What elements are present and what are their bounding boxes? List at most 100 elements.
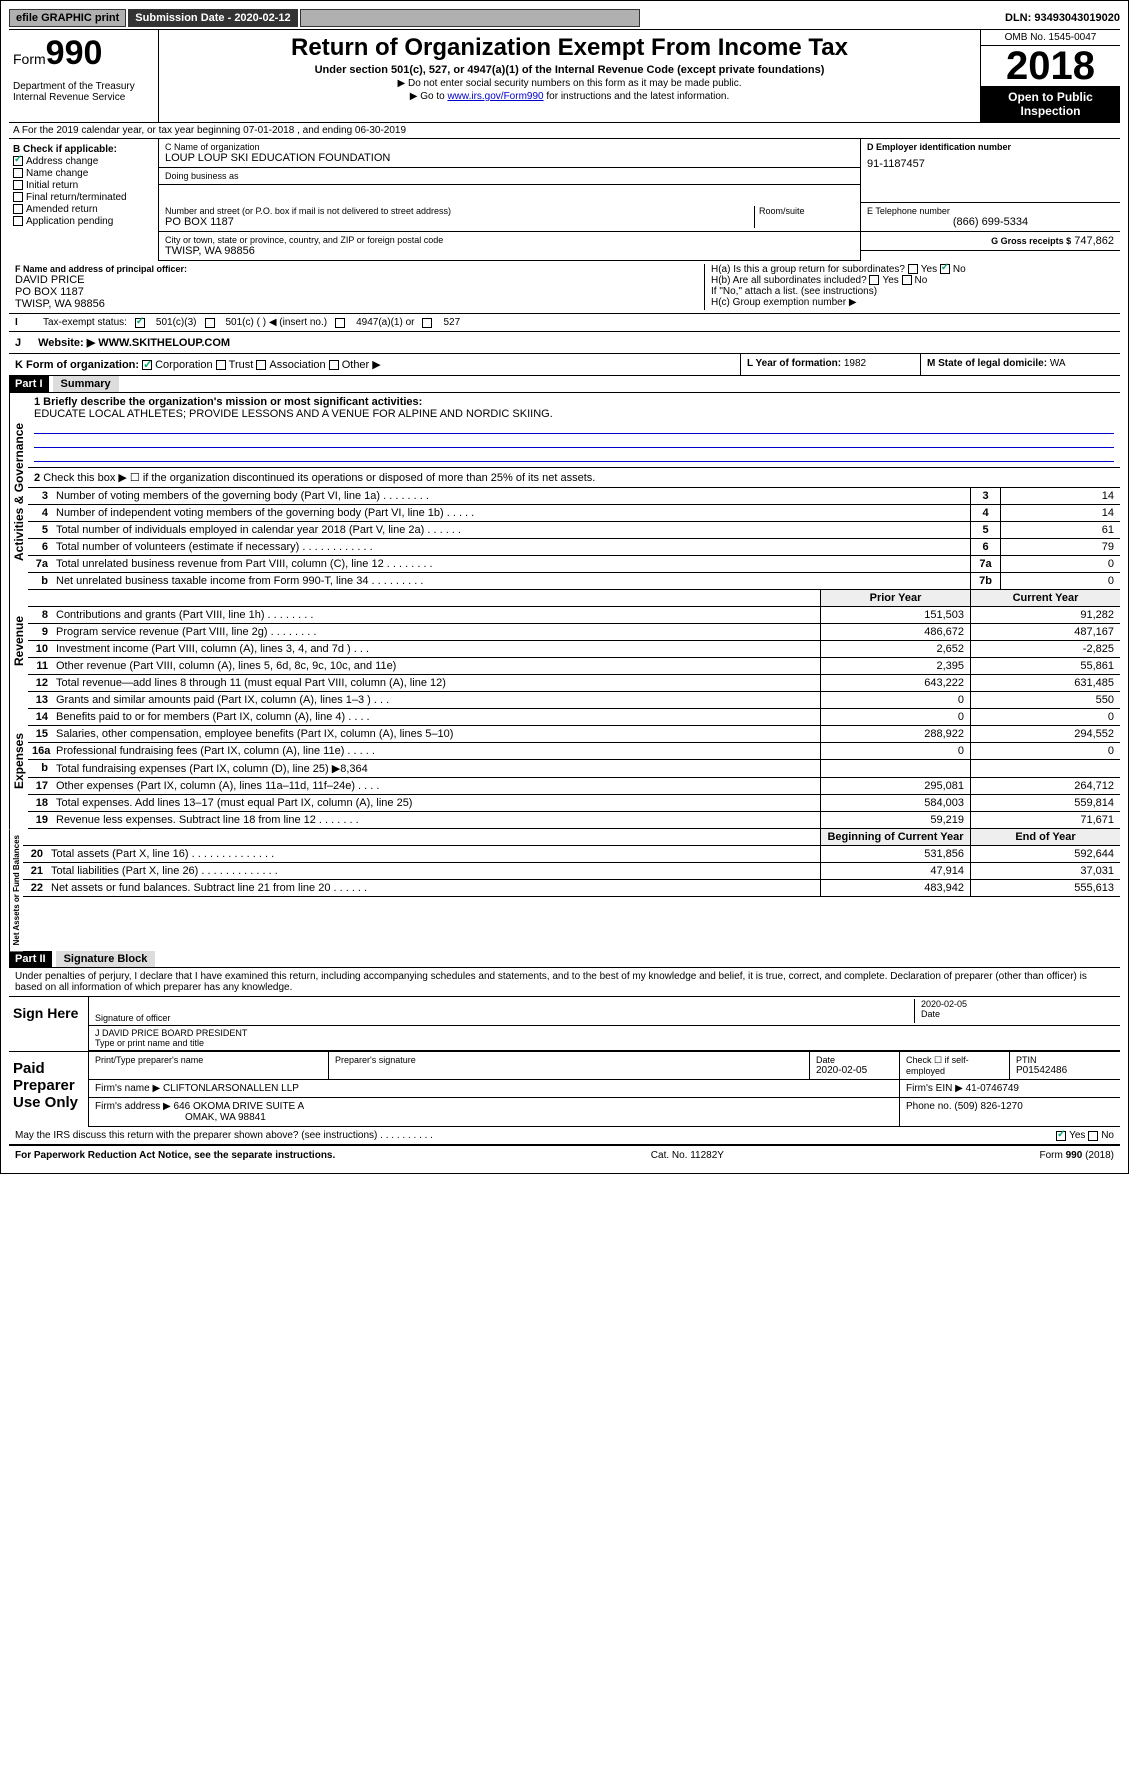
hb-yes-check[interactable] [869, 275, 879, 285]
name-type-label: Type or print name and title [95, 1038, 204, 1048]
dba-block: Doing business as [159, 168, 860, 185]
name-change-check[interactable] [13, 168, 23, 178]
tab-governance: Activities & Governance [9, 393, 28, 590]
net-row: 20Total assets (Part X, line 16) . . . .… [23, 846, 1120, 863]
street-value: PO BOX 1187 [165, 216, 754, 228]
expense-row: 17Other expenses (Part IX, column (A), l… [28, 778, 1120, 795]
note-link: ▶ Go to www.irs.gov/Form990 for instruct… [163, 91, 976, 102]
city-label: City or town, state or province, country… [165, 235, 854, 245]
sign-here-row: Sign Here Signature of officer 2020-02-0… [9, 997, 1120, 1051]
line2: 2 Check this box ▶ ☐ if the organization… [28, 468, 1120, 488]
website-value: WWW.SKITHELOUP.COM [98, 337, 230, 349]
prep-date-label: Date [816, 1055, 893, 1065]
firm-name-label: Firm's name ▶ [95, 1083, 160, 1094]
col-header-row: Prior Year Current Year [28, 590, 1120, 607]
summary-row: bNet unrelated business taxable income f… [28, 573, 1120, 590]
street-label: Number and street (or P.O. box if mail i… [165, 206, 754, 216]
expense-row: 18Total expenses. Add lines 13–17 (must … [28, 795, 1120, 812]
expense-row: 14Benefits paid to or for members (Part … [28, 709, 1120, 726]
discuss-question: May the IRS discuss this return with the… [15, 1130, 1056, 1141]
gross-label: G Gross receipts $ [991, 236, 1071, 246]
paid-label: Paid Preparer Use Only [9, 1052, 89, 1127]
addr-change-check[interactable] [13, 156, 23, 166]
hc-row: H(c) Group exemption number ▶ [711, 297, 1114, 308]
firm-addr-label: Firm's address ▶ [95, 1101, 171, 1112]
expense-row: bTotal fundraising expenses (Part IX, co… [28, 760, 1120, 778]
ein-block: D Employer identification number 91-1187… [861, 139, 1120, 203]
amended-check[interactable] [13, 204, 23, 214]
submission-date-button[interactable]: Submission Date - 2020-02-12 [128, 9, 297, 27]
part1-header: Part I Summary [9, 376, 1120, 393]
summary-row: 6Total number of volunteers (estimate if… [28, 539, 1120, 556]
revenue-section: Revenue Prior Year Current Year 8Contrib… [9, 590, 1120, 692]
discuss-yes-check[interactable] [1056, 1131, 1066, 1141]
dept-text: Department of the Treasury Internal Reve… [13, 81, 154, 103]
discuss-no-check[interactable] [1088, 1131, 1098, 1141]
gross-block: G Gross receipts $ 747,862 [861, 232, 1120, 251]
room-label: Room/suite [759, 206, 854, 216]
row-k: K Form of organization: Corporation Trus… [9, 354, 1120, 376]
assoc-check[interactable] [256, 360, 266, 370]
net-section: Net Assets or Fund Balances Beginning of… [9, 829, 1120, 951]
state-domicile: WA [1050, 358, 1066, 369]
summary-body: Activities & Governance 1 Briefly descri… [9, 393, 1120, 590]
sig-date-value: 2020-02-05 [921, 999, 1114, 1009]
row-i: I Tax-exempt status: 501(c)(3) 501(c) ( … [9, 314, 1120, 332]
501c3-check[interactable] [135, 318, 145, 328]
expense-row: 13Grants and similar amounts paid (Part … [28, 692, 1120, 709]
amended-label: Amended return [26, 204, 98, 215]
firm-ein-value: 41-0746749 [966, 1083, 1019, 1094]
form-org-label: K Form of organization: [15, 359, 139, 371]
firm-city-value: OMAK, WA 98841 [185, 1112, 266, 1123]
part1-title: Summary [53, 376, 119, 392]
top-bar: efile GRAPHIC print Submission Date - 20… [9, 9, 1120, 30]
revenue-row: 10Investment income (Part VIII, column (… [28, 641, 1120, 658]
officer-row: F Name and address of principal officer:… [9, 261, 1120, 314]
final-check[interactable] [13, 192, 23, 202]
ptin-value: P01542486 [1016, 1065, 1114, 1076]
sig-date-label: Date [921, 1009, 940, 1019]
527-check[interactable] [422, 318, 432, 328]
sign-here-label: Sign Here [9, 997, 89, 1051]
pending-check[interactable] [13, 216, 23, 226]
dba-label: Doing business as [165, 171, 854, 181]
discuss-row: May the IRS discuss this return with the… [9, 1127, 1120, 1145]
ha-no-check[interactable] [940, 264, 950, 274]
form-header: Form990 Department of the Treasury Inter… [9, 30, 1120, 123]
ein-value: 91-1187457 [867, 158, 1114, 170]
efile-button[interactable]: efile GRAPHIC print [9, 9, 126, 27]
initial-check[interactable] [13, 180, 23, 190]
beg-year-hdr: Beginning of Current Year [820, 829, 970, 845]
firm-name-value: CLIFTONLARSONALLEN LLP [163, 1083, 299, 1094]
tab-expenses: Expenses [9, 692, 28, 829]
officer-addr2: TWISP, WA 98856 [15, 298, 704, 310]
self-emp-label: Check ☐ if self-employed [906, 1055, 1003, 1076]
irs-link[interactable]: www.irs.gov/Form990 [447, 91, 543, 102]
trust-check[interactable] [216, 360, 226, 370]
officer-printed-name: J DAVID PRICE BOARD PRESIDENT [95, 1028, 1114, 1038]
summary-row: 4Number of independent voting members of… [28, 505, 1120, 522]
part2-title: Signature Block [56, 951, 156, 967]
org-name-value: LOUP LOUP SKI EDUCATION FOUNDATION [165, 152, 854, 164]
open-public-badge: Open to Public Inspection [981, 86, 1120, 122]
part2-header: Part II Signature Block [9, 951, 1120, 968]
gross-value: 747,862 [1074, 235, 1114, 247]
4947-check[interactable] [335, 318, 345, 328]
initial-label: Initial return [26, 180, 78, 191]
current-year-hdr: Current Year [970, 590, 1120, 606]
org-name-label: C Name of organization [165, 142, 854, 152]
ha-yes-check[interactable] [908, 264, 918, 274]
name-change-label: Name change [26, 168, 88, 179]
footer: For Paperwork Reduction Act Notice, see … [9, 1145, 1120, 1165]
tax-year: 2018 [981, 46, 1120, 86]
phone-label: E Telephone number [867, 206, 1114, 216]
part1-badge: Part I [9, 376, 49, 392]
expense-row: 15Salaries, other compensation, employee… [28, 726, 1120, 743]
hb-no-check[interactable] [902, 275, 912, 285]
city-block: City or town, state or province, country… [159, 232, 860, 261]
501c-check[interactable] [205, 318, 215, 328]
form-title: Return of Organization Exempt From Incom… [163, 34, 976, 62]
other-check[interactable] [329, 360, 339, 370]
hb-row: H(b) Are all subordinates included? Yes … [711, 275, 1114, 286]
corp-check[interactable] [142, 360, 152, 370]
